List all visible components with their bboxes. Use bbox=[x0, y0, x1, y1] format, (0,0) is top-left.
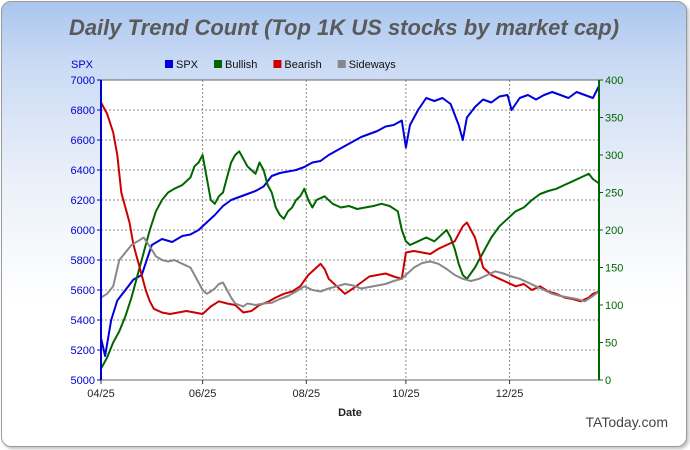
legend-label-sideways: Sideways bbox=[349, 59, 397, 71]
left-axis-label: SPX bbox=[71, 59, 94, 71]
left-tick-label: 6600 bbox=[71, 135, 95, 147]
right-tick-label: 50 bbox=[605, 338, 617, 350]
left-tick-label: 5000 bbox=[71, 375, 95, 387]
right-tick-label: 350 bbox=[605, 113, 623, 125]
chart-title: Daily Trend Count (Top 1K US stocks by m… bbox=[68, 15, 620, 40]
left-tick-label: 6200 bbox=[71, 195, 95, 207]
legend-label-bullish: Bullish bbox=[225, 59, 257, 71]
left-tick-label: 6000 bbox=[71, 225, 95, 237]
right-tick-label: 200 bbox=[605, 225, 623, 237]
legend-swatch-sideways bbox=[337, 60, 346, 68]
right-tick-label: 400 bbox=[605, 75, 623, 87]
legend-label-bearish: Bearish bbox=[284, 59, 321, 71]
chart-svg: 5000 5200 5400 5600 5800 6000 6200 6400 6600 6800… bbox=[71, 59, 624, 419]
x-tick-label: 08/25 bbox=[293, 388, 321, 400]
series-line-bullish bbox=[100, 150, 600, 370]
left-tick-label: 7000 bbox=[71, 75, 95, 87]
legend-swatch-spx bbox=[165, 60, 173, 68]
left-tick-label: 5400 bbox=[71, 315, 95, 327]
right-tick-label: 100 bbox=[605, 300, 623, 312]
left-tick-label: 5800 bbox=[71, 255, 95, 267]
legend-label-spx: SPX bbox=[176, 59, 199, 71]
watermark: TAToday.com bbox=[585, 414, 668, 430]
legend-swatch-bearish bbox=[273, 60, 282, 68]
x-tick-label: 06/25 bbox=[189, 388, 217, 400]
x-tick-label: 12/25 bbox=[496, 388, 524, 400]
x-tick-label: 04/25 bbox=[87, 388, 115, 400]
x-axis-label: Date bbox=[338, 407, 362, 419]
right-tick-label: 300 bbox=[605, 150, 623, 162]
x-tick-label: 10/25 bbox=[392, 388, 420, 400]
series-line-sideways bbox=[100, 236, 600, 308]
right-tick-label: 250 bbox=[605, 188, 623, 200]
right-tick-label: 150 bbox=[605, 263, 623, 275]
series-line-spx bbox=[100, 85, 600, 357]
left-tick-label: 5600 bbox=[71, 285, 95, 297]
left-tick-label: 6800 bbox=[71, 105, 95, 117]
right-tick-label: 0 bbox=[605, 375, 611, 387]
legend-swatch-bullish bbox=[214, 60, 223, 68]
left-tick-label: 5200 bbox=[71, 345, 95, 357]
left-tick-label: 6400 bbox=[71, 165, 95, 177]
